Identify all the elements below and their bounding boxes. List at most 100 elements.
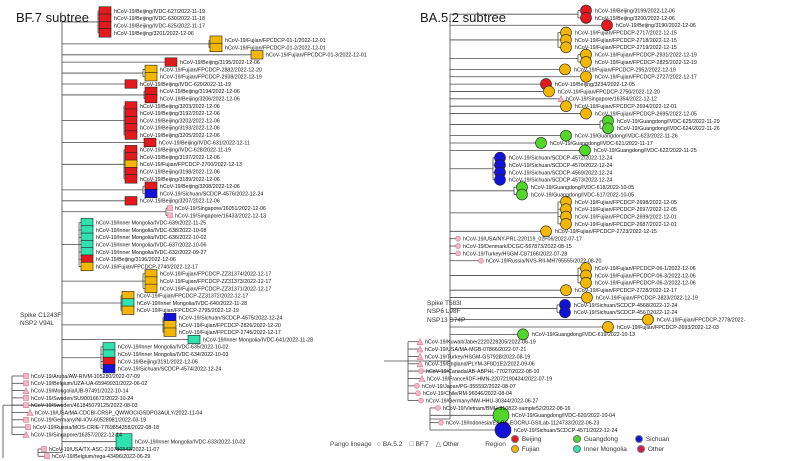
tip-label: hCoV-19/Mongolia/UB-97491/2022-10-14	[31, 389, 129, 395]
tip-label: hCoV-19/Fujian/FPCDCP-2740/2022-12-17	[96, 264, 198, 270]
tip-marker-circle	[642, 313, 654, 326]
tip-marker-triangle	[416, 360, 424, 368]
legend-region-other: Other	[636, 445, 689, 453]
tip-marker-square	[167, 205, 173, 211]
tip-label: hCoV-19/Inner Mongolia/IVDC-636/2022-10-…	[96, 235, 206, 241]
legend-region-label: Sichuan	[645, 435, 670, 443]
tip-marker-square	[102, 364, 116, 374]
tip-label: hCoV-19/Beijing/IVDC-628/2022-11-19	[140, 148, 231, 154]
tip-label: hCoV-19/Fujian/FPCDCP-2826/2022-12-20	[179, 323, 281, 329]
tip-marker-square	[164, 57, 178, 67]
tip-label: hCoV-19/Beijing/3206/2022-12-06	[160, 97, 240, 103]
tip-marker-circle	[455, 235, 461, 242]
region-dot-icon	[510, 435, 519, 443]
tip-marker-triangle	[557, 95, 565, 103]
tip-marker-square	[144, 283, 158, 293]
tip-label: hCoV-19/Germany/NW-HHU-30344/2022-06-27	[426, 398, 538, 404]
region-row: Beijing Guangdong Sichuan	[510, 435, 689, 443]
tip-label: hCoV-19/Beijing/3195/2022-12-06	[180, 60, 260, 66]
tip-marker-circle	[455, 250, 461, 257]
tip-marker-circle	[602, 122, 614, 135]
tip-marker-circle	[580, 277, 592, 289]
ba52-subtree-title: BA.5.2 subtree	[420, 10, 506, 25]
tip-label: hCoV-19/Inner Mongolia/IVDC-634/2022-10-…	[118, 352, 228, 358]
tip-label: hCoV-19/Fujian/FPCDCP-06-3/2022-12-06	[595, 273, 696, 279]
tip-label: hCoV-19/Guangdong/IVDC-620/2022-10-04	[512, 413, 615, 419]
tip-marker-circle	[560, 41, 572, 54]
legend-pango-other: △ Other	[436, 441, 460, 448]
tip-label: hCoV-19/Fujian/FPCDCP-ZZ31373/2022-12-17	[160, 279, 271, 285]
figure-legend: Pango lineage ○ BA.5.2 □ BF.7 △ Other Region …	[330, 435, 689, 453]
tip-label: hCoV-19/Fujian/FPCDCP-2697/2022-12-05	[575, 207, 677, 213]
tip-marker-square	[209, 42, 223, 53]
tip-label: hCoV-19/Fujian/FPCDCP-2727/2022-12-17	[595, 75, 697, 81]
tip-marker-circle	[580, 12, 592, 24]
tip-label: hCoV-19/Fujian/FPCDCP-ZZ31374/2022-12-17	[160, 272, 271, 278]
tip-label: hCoV-19/Beijing/3207/2022-12-06	[140, 199, 220, 205]
tip-marker-square	[25, 424, 31, 430]
tip-label: hCoV-19/Guangdong/IVDC-623/2022-11-26	[575, 134, 678, 140]
tip-label: hCoV-19/Beijing/IVDC-631/2022-12-11	[159, 140, 250, 146]
tip-label: hCoV-19/Beijing/3198/2022-12-06	[140, 170, 220, 176]
tip-marker-circle	[418, 368, 424, 374]
tip-label: hCoV-19/Kuwait/Jaber2220228205/2022-06-1…	[425, 340, 536, 346]
tip-label: hCoV-19/Fujian/FPCDCP-01-1/2022-12-01	[225, 38, 326, 44]
tip-marker-triangle	[26, 408, 34, 416]
legend-region-label: Beijing	[521, 435, 542, 443]
tip-marker-circle	[543, 85, 555, 98]
tip-marker-square	[23, 416, 29, 423]
tip-marker-square	[144, 72, 158, 82]
region-dot-icon	[636, 445, 645, 453]
tip-label: hCoV-19/Inner Mongolia/IVDC-639/2022-11-…	[96, 221, 206, 227]
tip-label: hCoV-19/Inner Mongolia/IVDC-640/2022-11-…	[137, 301, 247, 307]
tip-label: hCoV-19/Fujian/FPCDCP-06-2/2022-12-06	[595, 281, 696, 287]
legend-pango-label: BF.7	[415, 441, 429, 448]
tip-label: hCoV-19/Chile/RM-96046/2022-08-04	[423, 391, 512, 397]
tip-marker-square	[121, 305, 135, 315]
ba52-mutation-annotation: Spike T583I NSP6 L98F NSP13 S74P	[427, 300, 466, 324]
tip-label: hCoV-19/Belgium/UZA-UA-65949931/2022-06-…	[31, 381, 147, 387]
tip-label: hCoV-19/Singapore/16354/2022-12-12	[566, 97, 657, 103]
tip-marker-circle	[560, 284, 572, 296]
region-label: Region	[485, 440, 506, 448]
tip-marker-circle	[418, 397, 424, 404]
tip-marker-square	[124, 130, 138, 140]
tip-marker-circle	[560, 129, 572, 142]
tip-marker-square	[23, 380, 29, 387]
legend-region-label: Other	[647, 445, 665, 453]
tip-label: hCoV-19/France/IDF-HMN-22072190434/2022-…	[427, 376, 552, 382]
tip-label: hCoV-19/Guangdong/IVDC-617/2022-10-05	[531, 192, 634, 198]
tip-label: hCoV-19/Beijing/3193/2022-12-06	[140, 126, 220, 132]
tip-label: hCoV-19/Fujian/FPCDCP-2825/2022-12-19	[595, 60, 697, 66]
tip-label: hCoV-19/Beijing/IVDC-627/2022-11-19	[114, 9, 205, 15]
tip-marker-circle	[414, 383, 420, 389]
tip-label: hCoV-19/Fujian/FPCDCP-2952/2022-12-19	[574, 67, 676, 73]
tip-label: hCoV-19/Beijing/3203/2022-12-06	[140, 104, 220, 110]
tip-marker-circle	[494, 173, 506, 186]
pango-items: ○ BA.5.2 □ BF.7 △ Other	[377, 441, 460, 448]
tip-label: hCoV-19/Fujian/FPCDCP-01-3/2022-12-01	[266, 53, 367, 59]
tip-label: hCoV-19/Russia/NVS-RII-MH795555/2022-08-…	[486, 259, 601, 265]
tip-label: hCoV-19/Fujian/FPCDCP-2695/2022-12-05	[595, 111, 697, 117]
tip-marker-square	[23, 395, 29, 401]
tip-label: hCoV-19/Sichuan/SCDCP-4572/2022-12-24	[509, 156, 612, 162]
tip-label: hCoV-19/Beijing/3192/2022-12-06	[140, 111, 220, 117]
tip-marker-circle	[559, 306, 571, 319]
tip-label: hCoV-19/Indonesia/EJ-GS-EOCRU-GSILab-112…	[446, 421, 599, 427]
tip-label: hCoV-19/Fujian/FPCDCP-2718/2022-12-15	[575, 38, 677, 44]
tip-marker-triangle	[416, 345, 424, 353]
tip-label: hCoV-19/Beijing/3201/2022-12-06	[114, 31, 194, 37]
region-dot-icon	[572, 445, 581, 453]
legend-region: Region Beijing Guangdong Sichuan Fujian Inne…	[485, 435, 689, 453]
tip-label: hCoV-19/Beijing/3194/2022-12-06	[160, 89, 240, 95]
tip-marker-square	[80, 261, 94, 272]
tip-label: hCoV-19/Sichuan/SCDCP-4568/2022-12-24	[574, 303, 677, 309]
tip-label: hCoV-19/Inner Mongolia/IVDC-635/2022-10-…	[118, 345, 228, 351]
tip-marker-circle	[435, 405, 441, 411]
tip-label: hCoV-19/Canada/AB-ABPHL-77027/2022-08-10	[426, 369, 539, 375]
tip-label: hCoV-19/Inner Mongolia/IVDC-632/2022-09-…	[96, 250, 206, 256]
tip-label: hCoV-19/Sichuan/SCDCP-4573/2022-12-24	[509, 178, 612, 184]
tip-marker-circle	[540, 225, 552, 238]
tip-marker-square	[124, 79, 138, 89]
